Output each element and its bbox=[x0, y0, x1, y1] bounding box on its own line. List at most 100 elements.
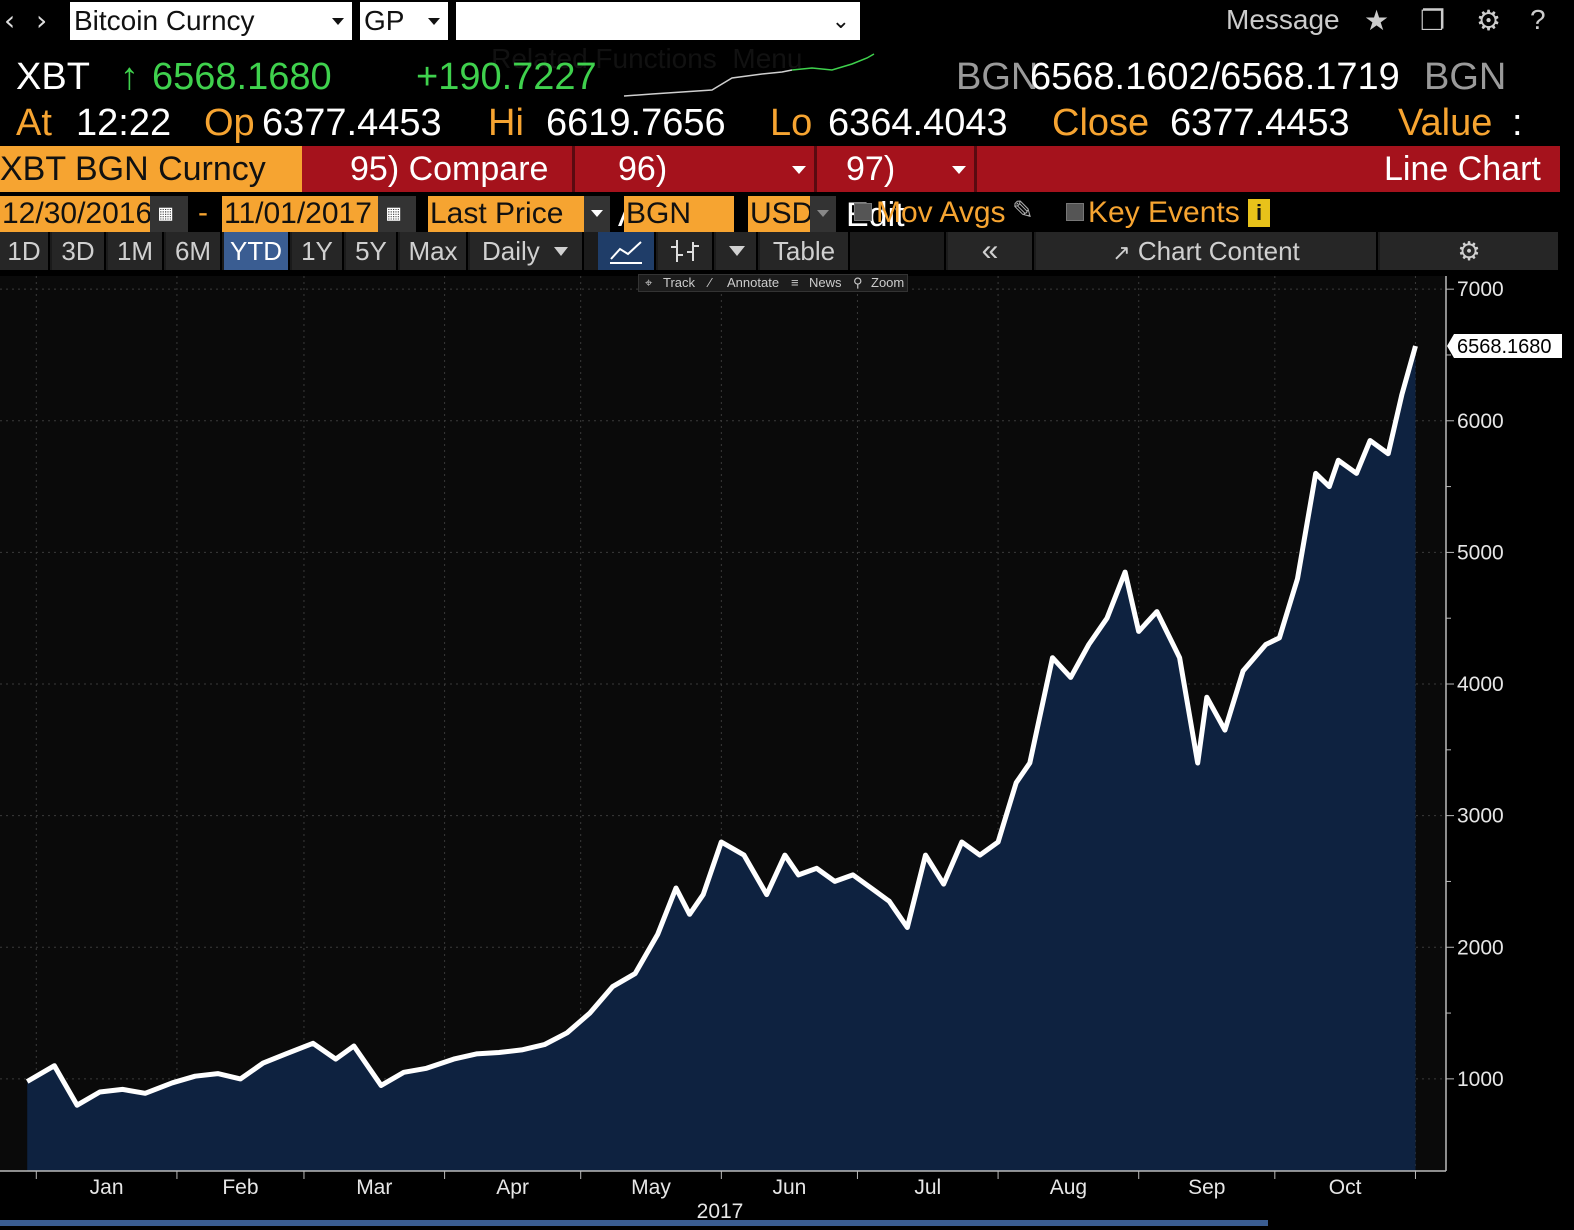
price-area-fill bbox=[27, 346, 1416, 1171]
frequency-dropdown[interactable]: Daily bbox=[470, 232, 584, 270]
annotate-button[interactable]: Annotate bbox=[727, 275, 780, 290]
last-price-tag: 6568.1680 bbox=[1447, 334, 1562, 359]
ticker: XBT bbox=[16, 56, 90, 98]
bid-ask: 6568.1602/6568.1719 bbox=[1030, 56, 1400, 98]
star-icon[interactable]: ★ bbox=[1364, 5, 1390, 36]
track-button[interactable]: Track bbox=[663, 275, 696, 290]
chevron-down-icon bbox=[729, 246, 745, 256]
field-selector[interactable]: Last Price bbox=[428, 196, 584, 232]
actions-button[interactable]: 96) Actions bbox=[618, 150, 730, 234]
chevron-down-icon bbox=[554, 247, 568, 256]
tab-spacer bbox=[852, 232, 946, 270]
x-tick-label-sep: Sep bbox=[1188, 1176, 1225, 1199]
back-arrow-icon[interactable]: ‹ bbox=[4, 4, 16, 37]
chart-content-icon: ↗ bbox=[1112, 240, 1131, 265]
price-chart[interactable]: 1000 2000 3000 4000 5000 6000 7000 Jan Feb Mar Ap… bbox=[0, 276, 1574, 1230]
chevron-down-icon bbox=[817, 210, 829, 217]
tab-ytd[interactable]: YTD bbox=[224, 232, 290, 270]
security-input[interactable]: Bitcoin Curncy bbox=[70, 2, 352, 40]
news-icon: ≡ bbox=[791, 275, 799, 290]
edit-chevron-icon[interactable] bbox=[952, 166, 966, 174]
chevron-down-icon[interactable] bbox=[332, 18, 344, 25]
double-chevron-down-icon[interactable]: ⌄ bbox=[831, 8, 850, 33]
crosshair-icon: ⌖ bbox=[645, 275, 653, 290]
chart-tool-strip: ⌖ Track ∕ Annotate ≡ News ⚲ Zoom bbox=[638, 274, 908, 292]
end-date-field[interactable]: 11/01/2017 bbox=[222, 196, 378, 232]
source-selector[interactable]: BGN bbox=[624, 196, 734, 232]
chart-settings-gear-icon[interactable]: ⚙ bbox=[1380, 232, 1560, 270]
quote-time: 12:22 bbox=[76, 102, 172, 144]
action-bar: XBT BGN Curncy 95) Compare 96) Actions 9… bbox=[0, 146, 1560, 234]
forward-arrow-icon[interactable]: › bbox=[36, 4, 48, 37]
actions-chevron-icon[interactable] bbox=[792, 166, 806, 174]
tab-5y[interactable]: 5Y bbox=[346, 232, 398, 270]
chart-type-dropdown[interactable] bbox=[716, 232, 758, 270]
table-button[interactable]: Table bbox=[760, 232, 850, 270]
chart-content-button[interactable]: ↗ Chart Content bbox=[1036, 232, 1378, 270]
function-input[interactable]: GP bbox=[360, 2, 448, 40]
ohlc-bars-icon bbox=[671, 240, 699, 262]
x-tick-label-feb: Feb bbox=[222, 1176, 258, 1199]
x-axis-ticks: Jan Feb Mar Apr May Jun Jul Aug Sep Oct bbox=[35, 1171, 1416, 1199]
end-calendar-button[interactable]: ▦ bbox=[378, 196, 416, 232]
help-icon[interactable]: ? bbox=[1530, 4, 1546, 35]
start-date-field[interactable]: 12/30/2016 bbox=[0, 196, 153, 232]
x-tick-label-jan: Jan bbox=[90, 1176, 124, 1199]
tab-bar: 1D 3D 1M 6M YTD 1Y 5Y Max Daily Table « … bbox=[0, 232, 1560, 270]
y-tick-label: 3000 bbox=[1457, 805, 1504, 828]
x-tick-label-jun: Jun bbox=[772, 1176, 806, 1199]
mov-avgs-checkbox[interactable] bbox=[854, 203, 872, 221]
field-dropdown-button[interactable] bbox=[584, 196, 610, 232]
high-label: Hi bbox=[488, 102, 524, 144]
compare-button[interactable]: 95) Compare bbox=[350, 150, 549, 188]
start-calendar-button[interactable]: ▦ bbox=[150, 196, 188, 232]
tab-max[interactable]: Max bbox=[400, 232, 468, 270]
tab-6m[interactable]: 6M bbox=[166, 232, 222, 270]
related-functions-menu[interactable]: Related Functions Menu ⌄ bbox=[456, 2, 860, 74]
low-value: 6364.4043 bbox=[828, 102, 1008, 144]
line-chart-type-button[interactable] bbox=[598, 232, 656, 270]
x-tick-label-oct: Oct bbox=[1329, 1176, 1362, 1199]
collapse-double-chevron-icon[interactable]: « bbox=[948, 232, 1034, 270]
currency-selector[interactable]: USD bbox=[748, 196, 814, 232]
tab-3d[interactable]: 3D bbox=[52, 232, 106, 270]
y-tick-label: 6000 bbox=[1457, 410, 1504, 433]
y-tick-label: 7000 bbox=[1457, 278, 1504, 301]
pencil-icon[interactable]: ✎ bbox=[1012, 196, 1034, 226]
chart-content-label: Chart Content bbox=[1137, 236, 1300, 266]
command-bar: ‹ › Bitcoin Curncy GP Related Functions … bbox=[0, 0, 1574, 74]
y-tick-label: 5000 bbox=[1457, 541, 1504, 564]
open-label: Op bbox=[204, 102, 255, 144]
zoom-button[interactable]: Zoom bbox=[871, 275, 905, 290]
magnifier-icon: ⚲ bbox=[853, 275, 863, 290]
high-value: 6619.7656 bbox=[546, 102, 726, 144]
x-tick-label-apr: Apr bbox=[496, 1176, 529, 1199]
export-icon[interactable]: ❐ bbox=[1420, 5, 1446, 36]
last-price-tag-text: 6568.1680 bbox=[1457, 336, 1552, 358]
bar-chart-type-button[interactable] bbox=[658, 232, 714, 270]
security-label[interactable]: XBT BGN Curncy bbox=[0, 146, 302, 192]
source-right: BGN bbox=[1424, 56, 1507, 98]
source-left: BGN bbox=[956, 56, 1039, 98]
last-price-tag-shape bbox=[1447, 334, 1562, 359]
news-button[interactable]: News bbox=[809, 275, 842, 290]
tab-1y[interactable]: 1Y bbox=[292, 232, 344, 270]
currency-dropdown-button[interactable] bbox=[810, 196, 836, 232]
at-label: At bbox=[16, 102, 52, 144]
chevron-down-icon[interactable] bbox=[428, 18, 440, 25]
close-value: 6377.4453 bbox=[1170, 102, 1350, 144]
calendar-icon: ▦ bbox=[387, 201, 401, 226]
divider bbox=[974, 146, 977, 192]
horizontal-scrollbar[interactable] bbox=[0, 1220, 1268, 1226]
gear-icon[interactable]: ⚙ bbox=[1476, 5, 1502, 36]
info-icon[interactable]: i bbox=[1248, 199, 1270, 227]
x-tick-label-aug: Aug bbox=[1050, 1176, 1087, 1199]
message-button[interactable]: Message bbox=[1226, 4, 1340, 35]
edit-button[interactable]: 97) Edit bbox=[846, 150, 905, 234]
y-axis-ticks: 1000 2000 3000 4000 5000 6000 7000 bbox=[1446, 278, 1504, 1091]
tab-1d[interactable]: 1D bbox=[0, 232, 50, 270]
tab-1m[interactable]: 1M bbox=[108, 232, 164, 270]
security-input-text: Bitcoin Curncy bbox=[74, 5, 255, 36]
key-events-checkbox[interactable] bbox=[1066, 203, 1084, 221]
intraday-sparkline bbox=[623, 53, 875, 97]
